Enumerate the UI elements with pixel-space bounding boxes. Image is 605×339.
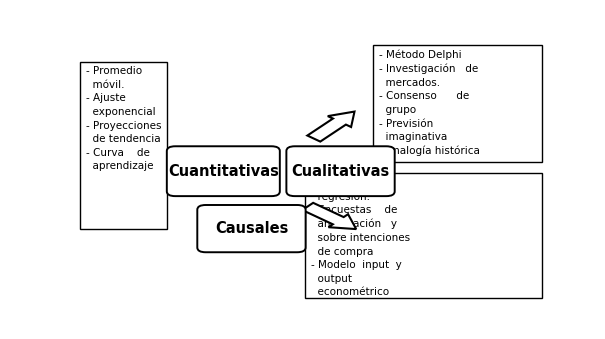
Polygon shape (307, 112, 355, 142)
FancyBboxPatch shape (286, 146, 394, 196)
Text: Causales: Causales (215, 221, 288, 236)
Polygon shape (302, 203, 356, 229)
Bar (306, 173, 542, 298)
Text: - Modelo       de
  regresión.
- Encuestas    de
  anticipación   y
  sobre inte: - Modelo de regresión. - Encuestas de an… (311, 177, 410, 297)
FancyBboxPatch shape (197, 205, 306, 252)
Polygon shape (175, 148, 231, 166)
Text: - Promedio
  móvil.
- Ajuste
  exponencial
- Proyecciones
  de tendencia
- Curva: - Promedio móvil. - Ajuste exponencial -… (86, 66, 162, 172)
Text: Cuantitativas: Cuantitativas (168, 164, 279, 179)
FancyBboxPatch shape (167, 146, 280, 196)
Bar (80, 62, 167, 228)
Bar (373, 45, 542, 162)
Text: Cualitativas: Cualitativas (292, 164, 390, 179)
Text: - Método Delphi
- Investigación   de
  mercados.
- Consenso      de
  grupo
- Pr: - Método Delphi - Investigación de merca… (379, 49, 480, 156)
